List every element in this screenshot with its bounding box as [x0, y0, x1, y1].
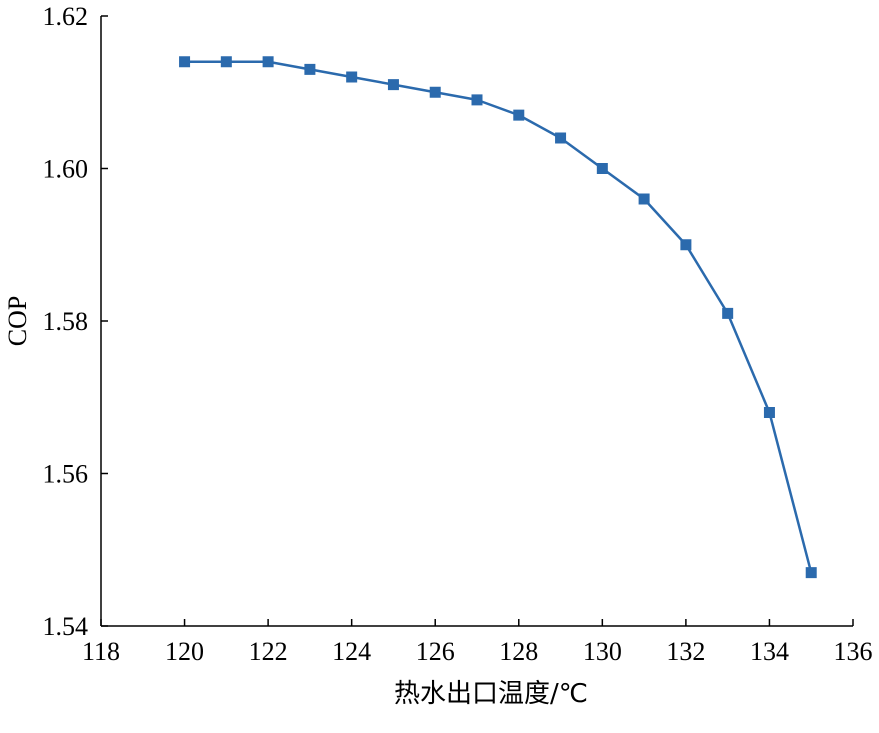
x-tick-label: 128	[499, 637, 538, 666]
data-point-marker	[513, 109, 525, 121]
x-tick-label: 134	[750, 637, 789, 666]
x-axis-title: 热水出口温度/℃	[394, 679, 588, 709]
data-point-marker	[262, 56, 274, 68]
data-point-marker	[763, 407, 775, 418]
axes	[100, 16, 853, 627]
data-point-marker	[220, 56, 232, 68]
data-point-marker	[429, 86, 441, 98]
data-point-marker	[805, 567, 817, 579]
data-point-marker	[387, 79, 399, 91]
x-tick-label: 132	[666, 637, 705, 666]
x-tick-label: 118	[82, 637, 120, 666]
data-point-marker	[638, 193, 650, 205]
data-point-marker	[555, 132, 567, 144]
y-tick-label: 1.60	[43, 155, 89, 184]
data-point-marker	[596, 163, 608, 174]
x-tick-label: 120	[165, 637, 204, 666]
data-point-marker	[179, 56, 191, 68]
data-point-marker	[471, 94, 483, 106]
data-point-marker	[680, 239, 692, 251]
y-tick-label: 1.58	[43, 307, 89, 336]
y-axis-title: COP	[3, 296, 32, 347]
data-point-marker	[304, 63, 316, 75]
x-tick-label: 126	[416, 637, 455, 666]
data-point-marker	[722, 307, 734, 319]
x-tick-label: 122	[249, 637, 288, 666]
x-tick-label: 136	[834, 637, 873, 666]
x-tick-label: 124	[332, 637, 371, 666]
y-tick-label: 1.54	[43, 612, 89, 641]
x-tick-label: 130	[583, 637, 622, 666]
ticks: 118 120 122 124 126 128 130 132 134 136 1.54 1.56 1.…	[43, 2, 873, 666]
series-line	[184, 60, 813, 573]
y-tick-label: 1.56	[43, 460, 89, 489]
series-layer	[179, 56, 817, 579]
y-tick-label: 1.62	[43, 2, 89, 31]
data-point-marker	[346, 71, 358, 83]
